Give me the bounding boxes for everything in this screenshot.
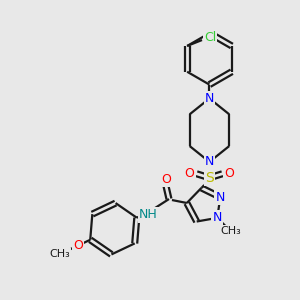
Text: N: N — [205, 92, 214, 105]
Text: O: O — [185, 167, 195, 180]
Text: N: N — [205, 155, 214, 168]
Text: Cl: Cl — [204, 31, 216, 44]
Text: O: O — [224, 167, 234, 180]
Text: O: O — [73, 239, 82, 252]
Text: CH₃: CH₃ — [221, 226, 242, 236]
Text: NH: NH — [139, 208, 158, 221]
Text: N: N — [213, 212, 222, 224]
Text: O: O — [161, 173, 171, 186]
Text: S: S — [205, 171, 214, 185]
Text: CH₃: CH₃ — [50, 249, 70, 259]
Text: N: N — [215, 190, 225, 204]
